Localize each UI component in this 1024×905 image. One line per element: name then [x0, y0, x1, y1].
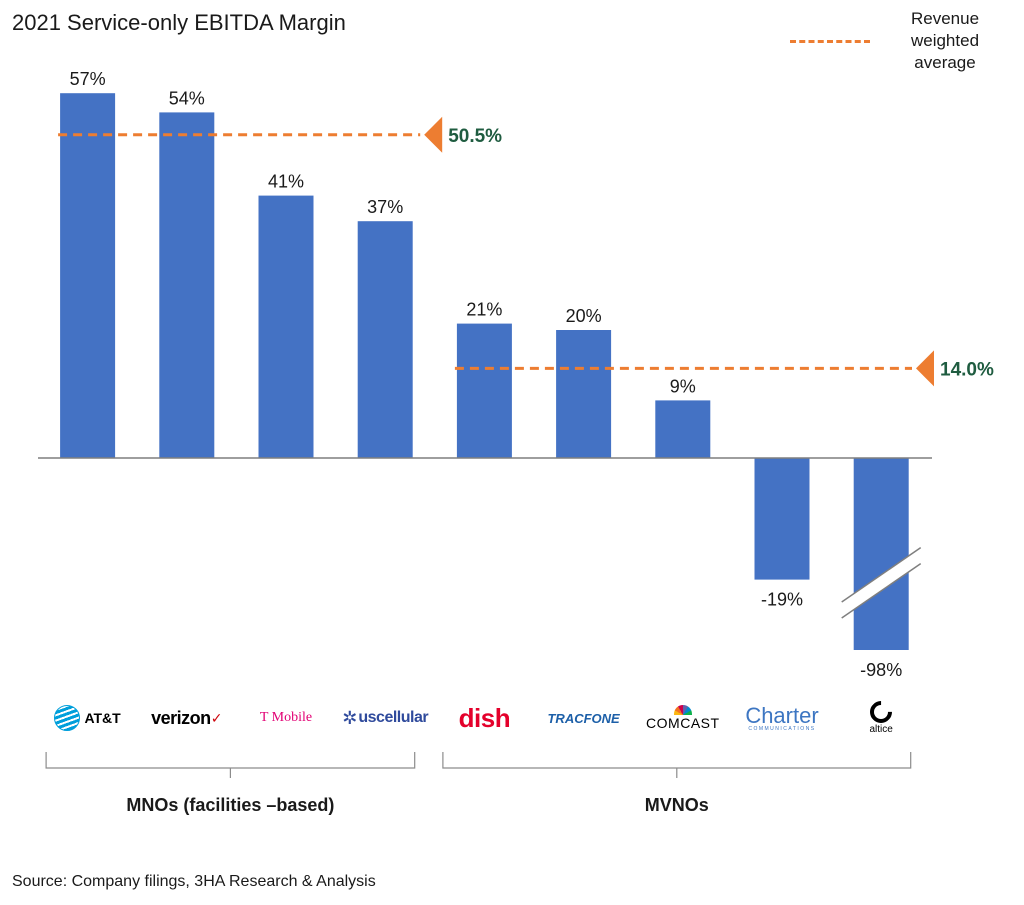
- bar-comcast: [655, 400, 711, 458]
- logo-dish: dish: [436, 700, 532, 736]
- logo-t-mobile: T Mobile: [238, 700, 334, 736]
- average-marker-icon: [424, 116, 443, 153]
- logo-text: ✓: [210, 709, 223, 726]
- logo-text: verizon: [151, 707, 211, 728]
- group-label-mvnos: MVNOs: [644, 795, 709, 815]
- bar-tracfone: [556, 330, 612, 458]
- data-label: 41%: [268, 172, 304, 192]
- logo-text: altice: [869, 724, 893, 735]
- data-label: 20%: [566, 306, 602, 326]
- bar-us-cellular: [357, 221, 413, 458]
- logo-text: TRACFONE: [547, 710, 620, 726]
- logo-text: AT&T: [84, 710, 121, 726]
- data-label: -19%: [761, 590, 803, 610]
- nbc-peacock-icon: [673, 705, 692, 715]
- logo-comcast: COMCAST: [635, 700, 731, 736]
- group-bracket: [442, 752, 912, 778]
- data-label: 37%: [367, 197, 403, 217]
- group-bracket: [45, 752, 416, 778]
- bar-t-mobile: [258, 195, 314, 458]
- chart-title: 2021 Service-only EBITDA Margin: [12, 10, 346, 35]
- logo-text: Charter: [745, 702, 819, 728]
- logo-text: COMMUNICATIONS: [748, 725, 816, 732]
- logo-at-t: AT&T: [40, 700, 136, 736]
- altice-a-icon: [865, 696, 897, 728]
- bar-dish: [456, 323, 512, 458]
- data-label: 57%: [70, 69, 106, 89]
- logo-text: dish: [458, 702, 511, 733]
- data-label: 54%: [169, 88, 205, 108]
- bar-charter: [754, 458, 810, 580]
- group-label-mnos: MNOs (facilities –based): [126, 795, 335, 815]
- bar-altice: [853, 458, 909, 650]
- bar-at-t: [60, 93, 116, 458]
- logo-text: ✲: [342, 707, 358, 728]
- data-label: 21%: [466, 300, 502, 320]
- average-value-label: 50.5%: [448, 126, 502, 147]
- logo-text: uscellular: [358, 709, 429, 726]
- axis-break-line-top: [841, 546, 922, 603]
- logo-text: COMCAST: [646, 715, 720, 731]
- source-note: Source: Company filings, 3HA Research & …: [12, 873, 376, 890]
- average-marker-icon: [916, 350, 934, 387]
- logo-us-cellular: ✲ uscellular: [337, 700, 433, 736]
- data-label: -98%: [860, 660, 902, 680]
- logo-altice: altice: [833, 696, 929, 736]
- logo-tracfone: TRACFONE: [536, 700, 632, 736]
- legend-label: Revenue weighted average: [910, 9, 980, 72]
- data-label: 9%: [670, 376, 696, 396]
- axis-break-mark: [841, 547, 921, 618]
- logo-charter: Charter COMMUNICATIONS: [734, 700, 830, 736]
- average-value-label: 14.0%: [940, 359, 994, 380]
- att-globe-icon: [54, 705, 81, 731]
- logo-text: T Mobile: [259, 710, 313, 725]
- logo-verizon: verizon ✓: [139, 700, 235, 736]
- bar-verizon: [159, 112, 215, 459]
- legend-dash-swatch: [790, 40, 870, 43]
- axis-break-line-bottom: [841, 562, 922, 619]
